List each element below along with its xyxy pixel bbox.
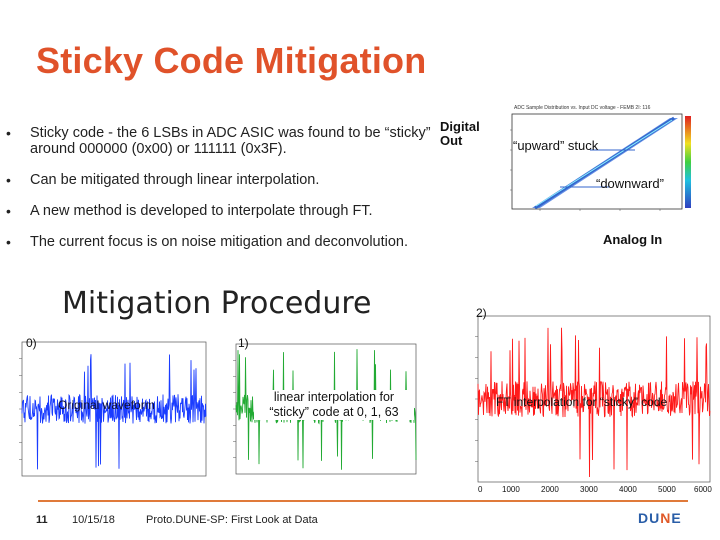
waveform-trace <box>21 354 207 470</box>
footer-text: Proto.DUNE-SP: First Look at Data <box>146 514 318 526</box>
adc-distribution-plot: ADC Sample Distribution vs. Input DC vol… <box>440 100 715 250</box>
page-number: 11 <box>36 514 48 526</box>
x-tick-label: 4000 <box>619 485 637 494</box>
bullet-item: • A new method is developed to interpolat… <box>6 203 373 219</box>
x-tick-label: 0 <box>478 485 483 494</box>
adc-upward-annotation: “upward” stuck <box>513 138 599 153</box>
x-tick-label: 6000 <box>694 485 712 494</box>
panel-label: 0) <box>26 336 37 350</box>
panel-annotation: FT interpolation for “sticky” code <box>496 395 668 409</box>
footer-divider <box>38 500 688 502</box>
dune-logo: DUNE <box>638 510 682 526</box>
waveform-trace <box>477 327 711 478</box>
section-subtitle: Mitigation Procedure <box>62 286 372 321</box>
footer-date: 10/15/18 <box>72 514 115 526</box>
bullet-text: A new method is developed to interpolate… <box>30 203 373 219</box>
panel-label: 2) <box>476 306 487 320</box>
bullet-item: • Can be mitigated through linear interpo… <box>6 172 320 188</box>
bullet-item: • The current focus is on noise mitigatio… <box>6 234 409 250</box>
adc-downward-annotation: “downward” <box>596 176 664 191</box>
bullet-text: The current focus is on noise mitigation… <box>30 234 409 250</box>
adc-y-axis-label: Digital Out <box>440 119 480 148</box>
x-tick-label: 1000 <box>502 485 520 494</box>
waveform-panel-original: 0) Original waveform <box>2 334 210 494</box>
panel-annotation: Original waveform <box>58 398 155 412</box>
bullet-item: • Sticky code - the 6 LSBs in ADC ASIC wa… <box>6 125 431 157</box>
adc-plot-title: ADC Sample Distribution vs. Input DC vol… <box>514 105 651 111</box>
bullet-text: Sticky code - the 6 LSBs in ADC ASIC was… <box>30 125 431 157</box>
panel-label: 1) <box>238 336 249 350</box>
adc-x-axis-label: Analog In <box>603 232 663 247</box>
waveform-panel-ft: 2) FT interpolation for “sticky” code 0 … <box>448 306 716 496</box>
slide-title: Sticky Code Mitigation <box>36 40 427 81</box>
x-tick-label: 3000 <box>580 485 598 494</box>
waveform-panel-linear: 1) linear interpolation for “sticky” cod… <box>228 334 424 494</box>
x-tick-label: 5000 <box>658 485 676 494</box>
bullet-list: • Sticky code - the 6 LSBs in ADC ASIC wa… <box>6 125 436 265</box>
x-tick-label: 2000 <box>541 485 559 494</box>
bullet-text: Can be mitigated through linear interpol… <box>30 172 320 188</box>
panel-annotation: linear interpolation for “sticky” code a… <box>254 390 414 420</box>
